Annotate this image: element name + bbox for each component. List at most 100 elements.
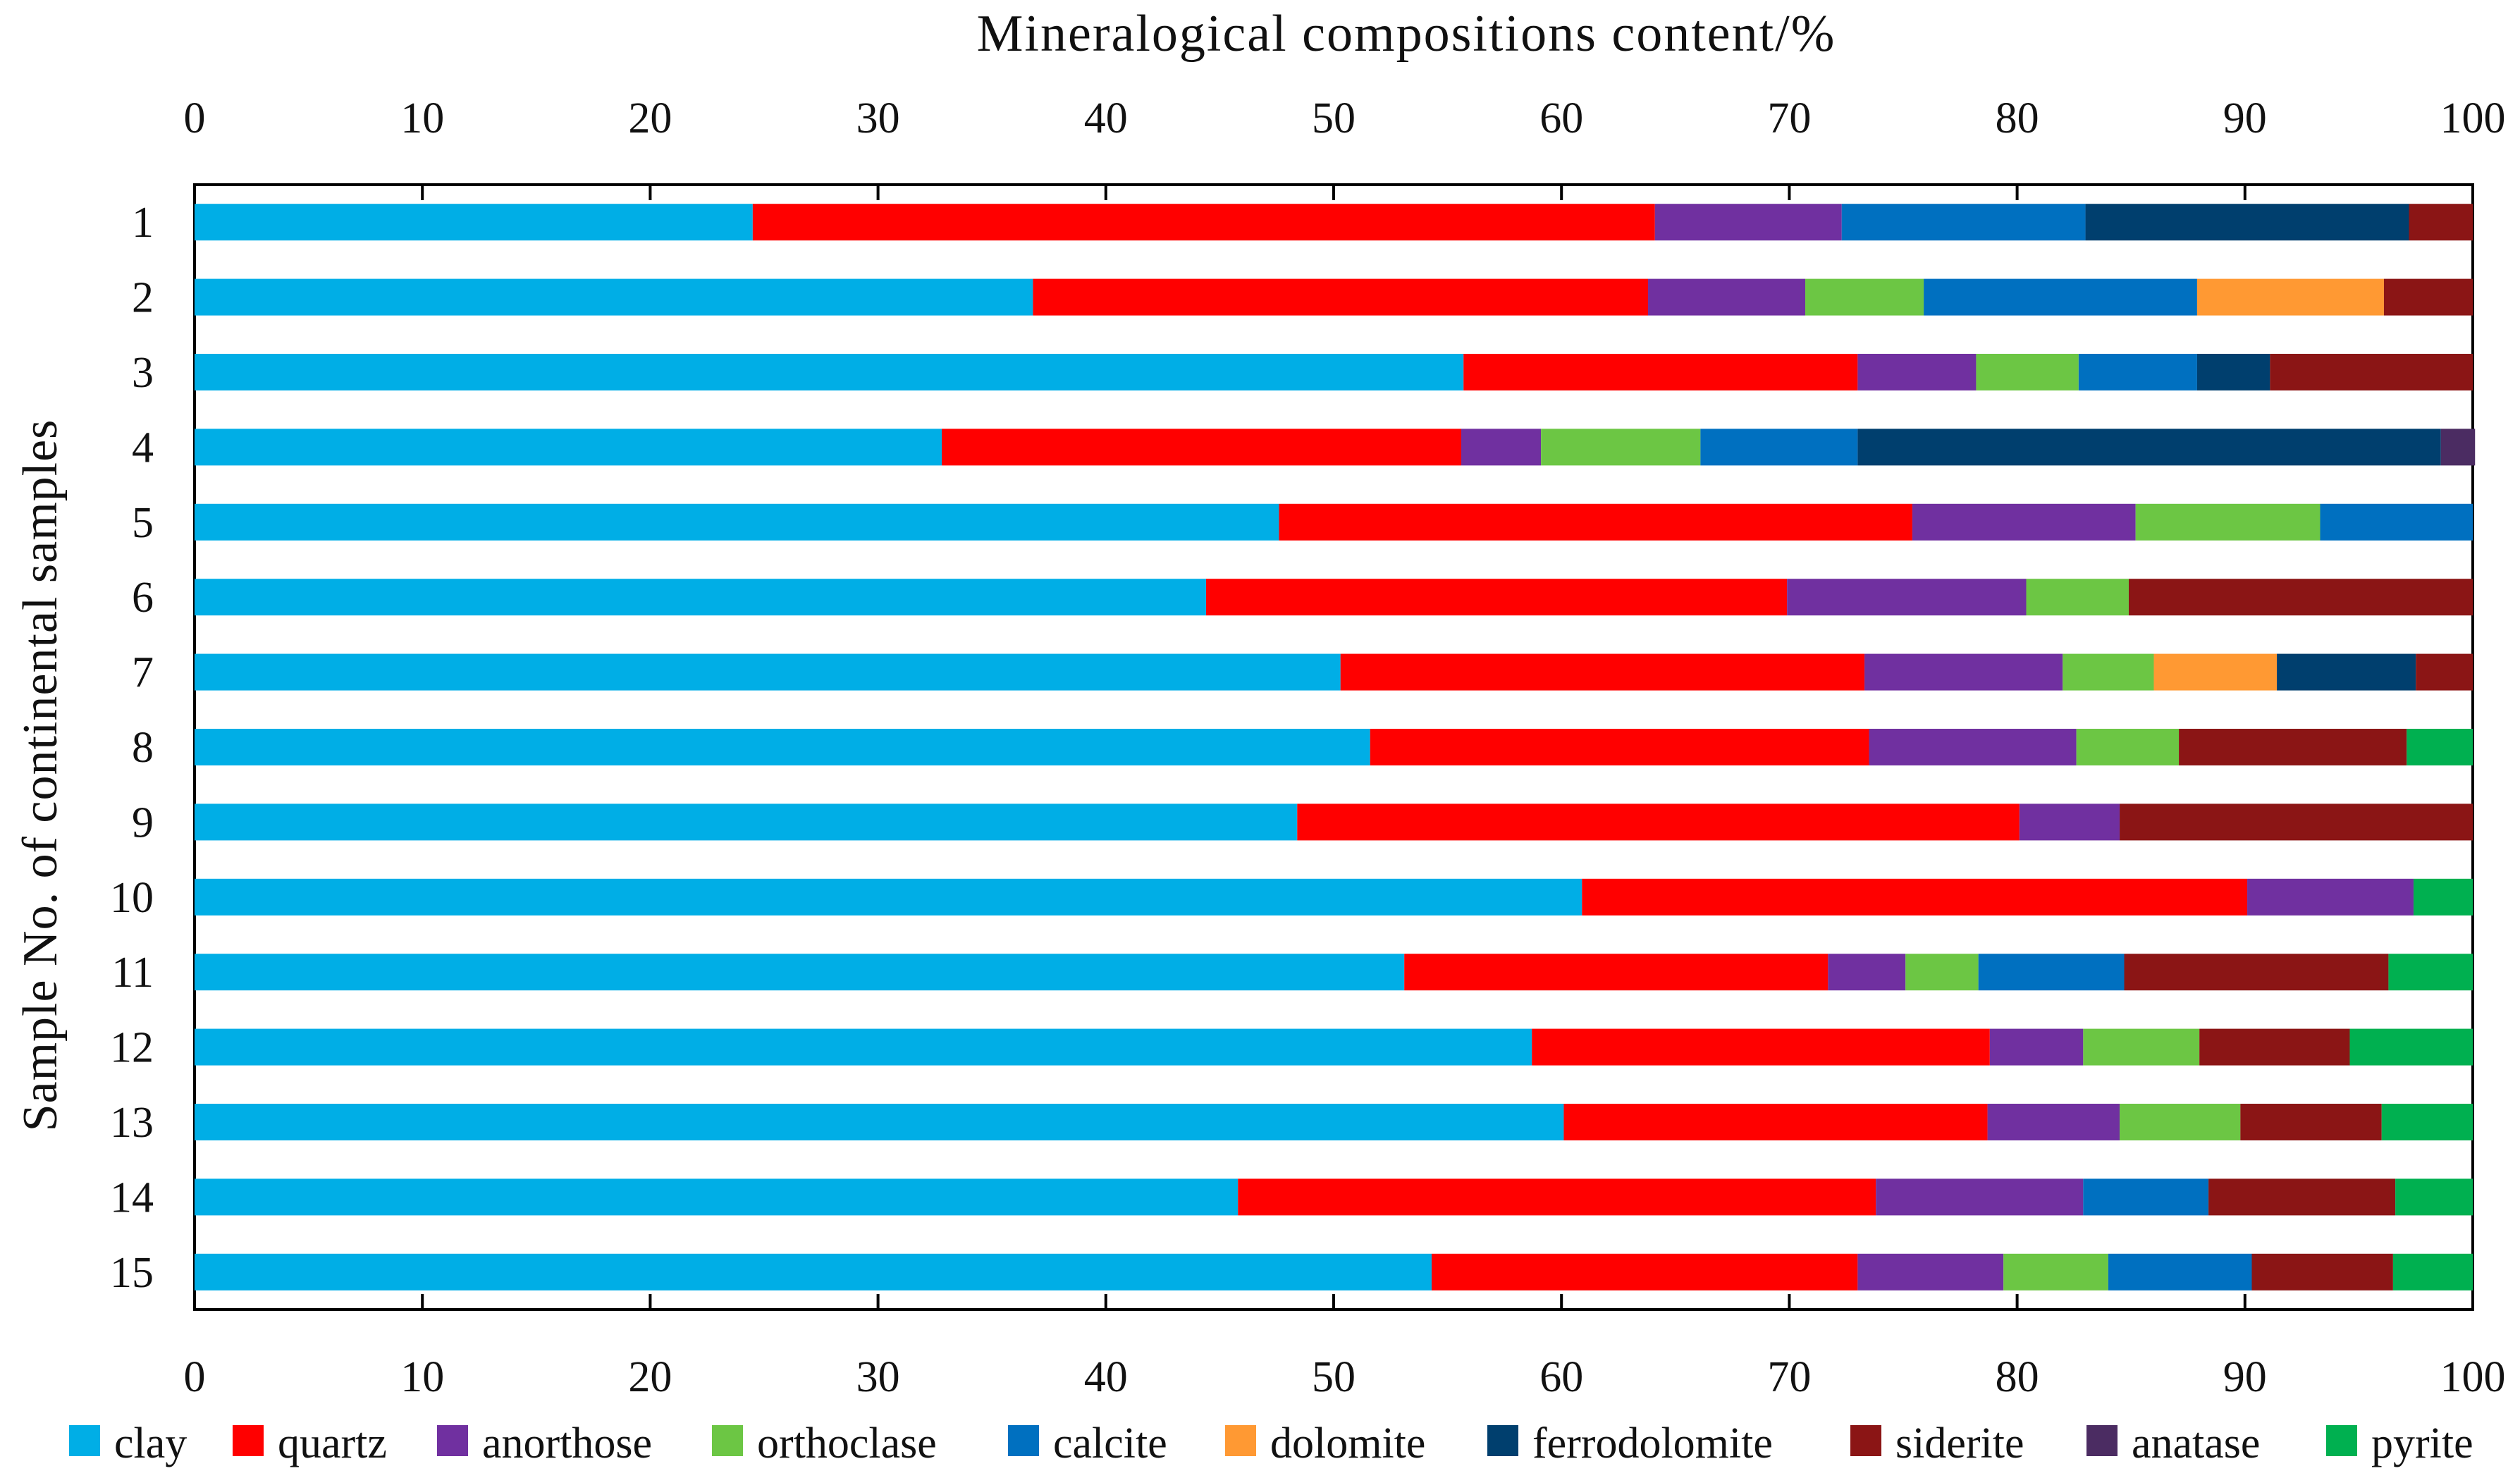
bar-segment-quartz-sample-9 (1297, 803, 2020, 841)
x-tick-label-top: 90 (2223, 94, 2267, 142)
bar-segment-quartz-sample-10 (1582, 878, 2248, 916)
bar-segment-anorthose-sample-9 (2019, 803, 2120, 841)
legend-label: orthoclase (757, 1420, 937, 1467)
bar-segment-quartz-sample-4 (942, 429, 1461, 466)
bar-segment-siderite-sample-14 (2208, 1178, 2396, 1216)
bar-segment-anorthose-sample-6 (1787, 579, 2027, 616)
x-tick-label-top: 30 (856, 94, 900, 142)
legend-swatch (233, 1425, 264, 1456)
bar-segment-quartz-sample-15 (1431, 1253, 1858, 1291)
y-tick-label: 12 (110, 1024, 154, 1072)
bar-segment-anorthose-sample-7 (1864, 653, 2063, 691)
bar-segment-pyrite-sample-10 (2413, 878, 2473, 916)
y-tick-label: 7 (132, 649, 154, 697)
legend-label: siderite (1895, 1420, 2024, 1467)
bar-segment-anatase-sample-4 (2440, 429, 2476, 466)
bar-segment-clay-sample-7 (195, 653, 1341, 691)
bar-segment-calcite-sample-4 (1700, 429, 1858, 466)
bar-segment-clay-sample-12 (195, 1028, 1532, 1066)
bar-segment-orthoclase-sample-8 (2076, 729, 2180, 765)
bar-segment-siderite-sample-12 (2199, 1028, 2350, 1066)
bar-segment-ferrodolomite-sample-4 (1857, 429, 2441, 466)
bar-segment-pyrite-sample-12 (2349, 1028, 2473, 1066)
bar-segment-ferrodolomite-sample-3 (2196, 354, 2270, 390)
bar-segment-pyrite-sample-15 (2392, 1253, 2473, 1291)
bar-segment-quartz-sample-7 (1340, 653, 1865, 691)
bar-segment-clay-sample-8 (195, 729, 1370, 765)
legend-label: anorthose (482, 1420, 652, 1467)
bar-segment-siderite-sample-9 (2120, 803, 2473, 841)
bar-segment-clay-sample-10 (195, 878, 1582, 916)
bar-segment-calcite-sample-3 (2078, 354, 2197, 390)
bar-segment-calcite-sample-11 (1978, 954, 2125, 991)
legend-swatch (2086, 1425, 2118, 1456)
bar-segment-quartz-sample-3 (1463, 354, 1858, 390)
legend-item-quartz: quartz (233, 1420, 387, 1467)
legend-item-anorthose: anorthose (437, 1420, 652, 1467)
legend-label: clay (114, 1420, 187, 1467)
x-tick-label-top: 100 (2440, 94, 2506, 142)
bar-segment-dolomite-sample-2 (2196, 278, 2384, 316)
bar-segment-anorthose-sample-10 (2247, 878, 2414, 916)
x-tick-label-bottom: 40 (1084, 1353, 1128, 1401)
bar-segment-anorthose-sample-13 (1987, 1104, 2120, 1140)
x-tick-label-top: 20 (628, 94, 672, 142)
y-axis-label: Sample No. of continental samples (13, 419, 68, 1132)
x-tick-label-bottom: 50 (1312, 1353, 1356, 1401)
legend-swatch (1850, 1425, 1881, 1456)
chart-title: Mineralogical compositions content/% (977, 5, 1836, 63)
bar-segment-orthoclase-sample-15 (2003, 1253, 2108, 1291)
legend-swatch (69, 1425, 100, 1456)
bar-segment-siderite-sample-2 (2383, 278, 2473, 316)
y-tick-label: 8 (132, 724, 154, 772)
bar-segment-quartz-sample-12 (1532, 1028, 1990, 1066)
legend-item-calcite: calcite (1008, 1420, 1167, 1467)
x-tick-label-bottom: 100 (2440, 1353, 2506, 1401)
y-tick-label: 13 (110, 1099, 154, 1147)
bar-segment-clay-sample-15 (195, 1253, 1432, 1291)
y-tick-label: 11 (111, 949, 154, 997)
bar-segment-orthoclase-sample-7 (2063, 653, 2154, 691)
bar-segment-calcite-sample-2 (1924, 278, 2197, 316)
legend-swatch (1008, 1425, 1039, 1456)
bar-segment-anorthose-sample-5 (1912, 503, 2136, 541)
legend-swatch (437, 1425, 468, 1456)
bar-segment-pyrite-sample-14 (2395, 1178, 2473, 1216)
y-tick-label: 10 (110, 874, 154, 922)
legend-item-orthoclase: orthoclase (712, 1420, 937, 1467)
y-tick-label: 15 (110, 1249, 154, 1297)
bar-segment-siderite-sample-8 (2179, 729, 2407, 765)
bar-segment-clay-sample-2 (195, 278, 1033, 316)
y-tick-label: 14 (110, 1174, 154, 1221)
bar-segment-pyrite-sample-11 (2388, 954, 2473, 991)
y-tick-label: 6 (132, 574, 154, 622)
bar-segment-anorthose-sample-2 (1648, 278, 1806, 316)
bar-segment-quartz-sample-13 (1563, 1104, 1988, 1140)
bar-segment-quartz-sample-11 (1404, 954, 1828, 991)
bar-segment-orthoclase-sample-6 (2026, 579, 2129, 616)
bar-segment-anorthose-sample-11 (1828, 954, 1906, 991)
y-tick-label: 9 (132, 799, 154, 846)
bar-segment-orthoclase-sample-12 (2083, 1028, 2200, 1066)
legend-swatch (712, 1425, 743, 1456)
bar-segment-orthoclase-sample-5 (2135, 503, 2321, 541)
legend-label: calcite (1053, 1420, 1167, 1467)
bar-segment-anorthose-sample-4 (1461, 429, 1542, 466)
y-tick-label: 2 (132, 274, 154, 322)
bar-segment-orthoclase-sample-4 (1541, 429, 1701, 466)
y-tick-label: 4 (132, 424, 154, 472)
bar-segment-orthoclase-sample-2 (1805, 278, 1924, 316)
bar-segment-calcite-sample-5 (2320, 503, 2473, 541)
bar-segment-orthoclase-sample-3 (1976, 354, 2079, 390)
legend-item-pyrite: pyrite (2326, 1420, 2473, 1467)
bar-segment-clay-sample-14 (195, 1178, 1239, 1216)
x-tick-label-top: 40 (1084, 94, 1128, 142)
bar-segment-clay-sample-13 (195, 1104, 1564, 1140)
bar-segment-anorthose-sample-14 (1876, 1178, 2084, 1216)
bar-segment-calcite-sample-14 (2083, 1178, 2209, 1216)
x-tick-label-bottom: 30 (856, 1353, 900, 1401)
legend-swatch (2326, 1425, 2357, 1456)
y-tick-label: 1 (132, 199, 154, 247)
legend-item-dolomite: dolomite (1225, 1420, 1425, 1467)
